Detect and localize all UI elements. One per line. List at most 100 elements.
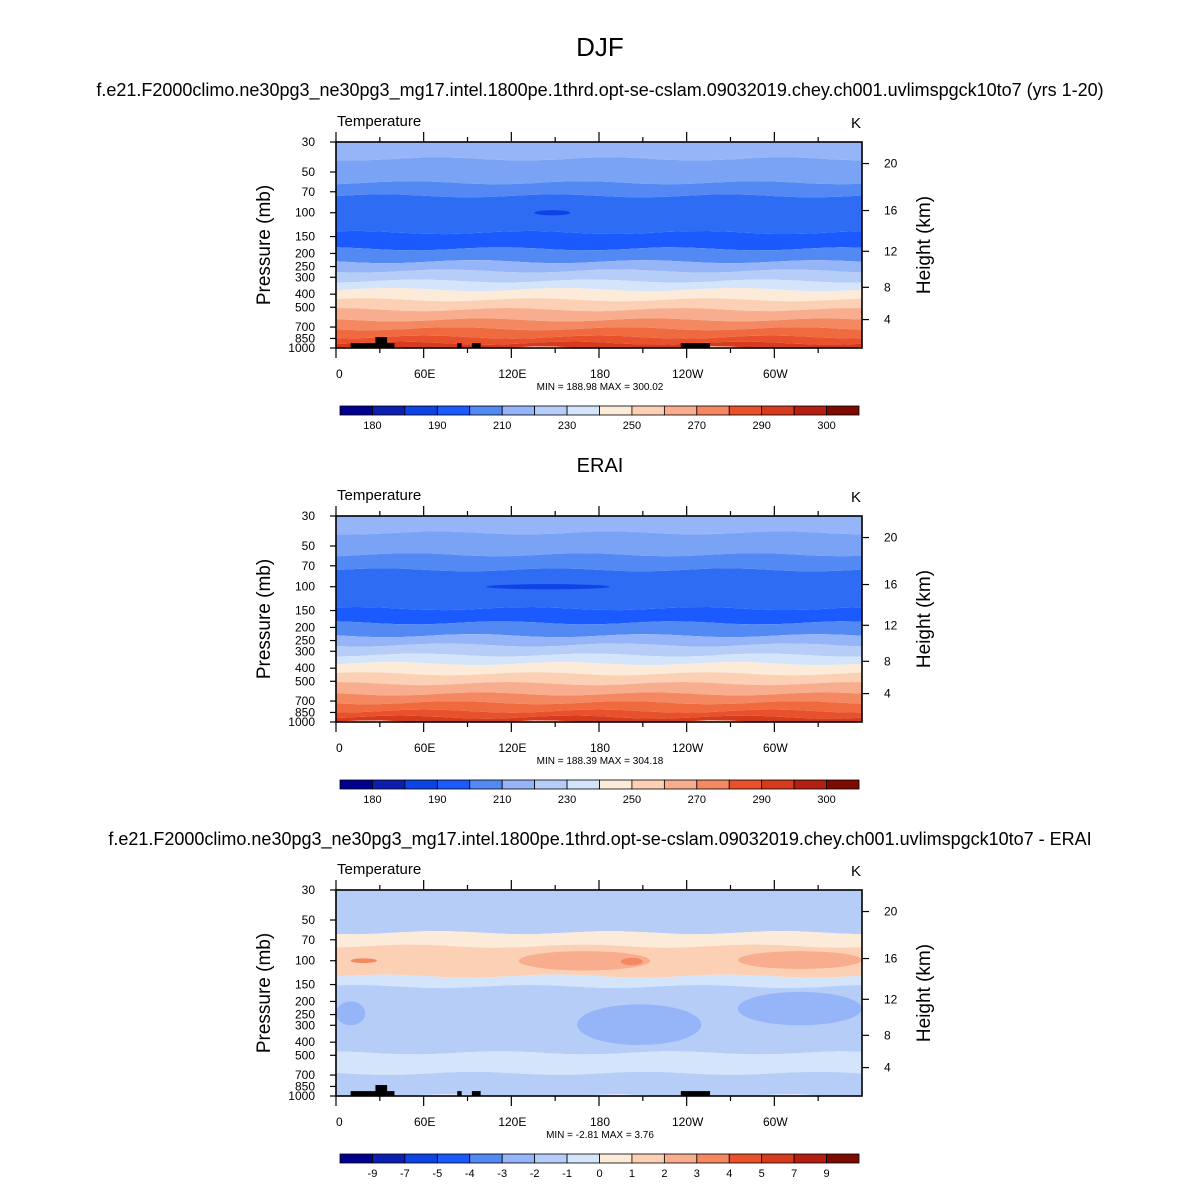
panel-model: f.e21.F2000climo.ne30pg3_ne30pg3_mg17.in…	[96, 80, 1103, 432]
cool-anomaly-contour	[577, 1004, 702, 1046]
plot-area	[336, 890, 862, 1096]
x-tick-label: 180	[590, 367, 610, 381]
panels: f.e21.F2000climo.ne30pg3_ne30pg3_mg17.in…	[96, 80, 1103, 1180]
colorbar-label: -9	[368, 1168, 378, 1180]
y-tick-label: 850	[295, 331, 315, 345]
contour-band	[336, 298, 862, 312]
y-right-tick-label: 20	[884, 905, 898, 919]
plot-area	[336, 516, 862, 722]
contour-band	[336, 288, 862, 302]
panel-variable-label: Temperature	[337, 487, 421, 504]
colorbar-swatch	[663, 1153, 698, 1164]
contour-band	[336, 568, 862, 611]
y-tick-label: 400	[295, 1035, 315, 1049]
colorbar-swatch	[339, 779, 373, 790]
y-tick-label: 250	[295, 260, 315, 274]
topography-mask	[680, 1091, 711, 1096]
y-tick-label: 400	[295, 661, 315, 675]
x-tick-label: 60W	[763, 1115, 788, 1129]
y-tick-label: 150	[295, 604, 315, 618]
contour-band	[336, 653, 862, 666]
contour-band	[336, 308, 862, 322]
contour-band	[336, 194, 862, 235]
y-axis-label: Pressure (mb)	[254, 933, 275, 1053]
x-tick-label: 120E	[498, 1115, 526, 1129]
x-tick-label: 60E	[414, 1115, 435, 1129]
x-tick-label: 120W	[672, 741, 704, 755]
colorbar-label: 300	[817, 794, 835, 806]
y-right-axis-label: Height (km)	[914, 196, 935, 294]
colorbar-swatch	[436, 1153, 471, 1164]
x-tick-label: 180	[590, 741, 610, 755]
y-right-tick-label: 12	[884, 992, 898, 1006]
panel-title: f.e21.F2000climo.ne30pg3_ne30pg3_mg17.in…	[96, 80, 1103, 101]
y-tick-label: 150	[295, 978, 315, 992]
x-tick-label: 0	[336, 1115, 343, 1129]
panel-units-label: K	[851, 489, 861, 506]
contour-band	[336, 1051, 862, 1075]
min-max-stats: MIN = 188.39 MAX = 304.18	[537, 756, 664, 767]
colorbar-swatch	[728, 779, 763, 790]
colorbar-label: 230	[558, 420, 576, 432]
y-tick-label: 850	[295, 1079, 315, 1093]
y-tick-label: 500	[295, 1048, 315, 1062]
x-tick-label: 60E	[414, 367, 435, 381]
contour-band	[336, 974, 862, 989]
panel-title: f.e21.F2000climo.ne30pg3_ne30pg3_mg17.in…	[108, 829, 1091, 850]
colorbar-swatch	[566, 779, 600, 790]
y-tick-label: 300	[295, 270, 315, 284]
colorbar-swatch	[663, 779, 698, 790]
warm-anomaly-contour	[350, 958, 377, 964]
y-right-tick-label: 4	[884, 1061, 891, 1075]
contour-band	[336, 335, 862, 345]
topography-mask	[680, 343, 711, 348]
colorbar-label: -1	[562, 1168, 572, 1180]
warm-anomaly-contour	[737, 951, 862, 969]
y-tick-label: 50	[302, 539, 316, 553]
colorbar-swatch	[696, 779, 730, 790]
contour-band	[336, 701, 862, 713]
colorbar-swatch	[826, 405, 860, 416]
warm-anomaly-contour	[518, 951, 651, 971]
contour-band	[336, 531, 862, 557]
colorbar-label: 300	[817, 420, 835, 432]
contour-band	[336, 682, 862, 696]
contour-band	[336, 260, 862, 273]
colorbar-swatch	[534, 779, 568, 790]
colorbar-swatch	[372, 405, 406, 416]
y-tick-label: 700	[295, 1068, 315, 1082]
y-tick-label: 150	[295, 230, 315, 244]
contour-band	[336, 890, 862, 935]
y-tick-label: 50	[302, 165, 316, 179]
y-tick-label: 300	[295, 1018, 315, 1032]
colorbar-swatch	[761, 1153, 795, 1164]
colorbar-label: 4	[726, 1168, 732, 1180]
colorbar-swatch	[339, 1153, 373, 1164]
y-right-tick-label: 20	[884, 531, 898, 545]
contour-band	[336, 643, 862, 657]
colorbar-swatch	[826, 1153, 860, 1164]
x-tick-label: 120W	[672, 367, 704, 381]
x-tick-label: 120E	[498, 741, 526, 755]
min-max-stats: MIN = -2.81 MAX = 3.76	[546, 1130, 654, 1141]
contour-band	[336, 269, 862, 283]
colorbar-label: 1	[629, 1168, 635, 1180]
contour-band	[336, 621, 862, 638]
y-tick-label: 1000	[288, 341, 315, 355]
contour-band	[336, 516, 862, 535]
y-right-tick-label: 16	[884, 578, 898, 592]
y-tick-label: 250	[295, 634, 315, 648]
y-tick-label: 30	[302, 509, 316, 523]
colorbar-label: 0	[596, 1168, 602, 1180]
y-tick-label: 850	[295, 705, 315, 719]
colorbar-swatch	[761, 405, 795, 416]
topography-mask	[350, 1091, 395, 1096]
colorbar-label: 180	[363, 420, 381, 432]
colorbar-swatch	[534, 1153, 568, 1164]
contour-band	[336, 142, 862, 161]
contour-band	[336, 607, 862, 625]
colorbar-label: 210	[493, 420, 511, 432]
y-tick-label: 100	[295, 954, 315, 968]
